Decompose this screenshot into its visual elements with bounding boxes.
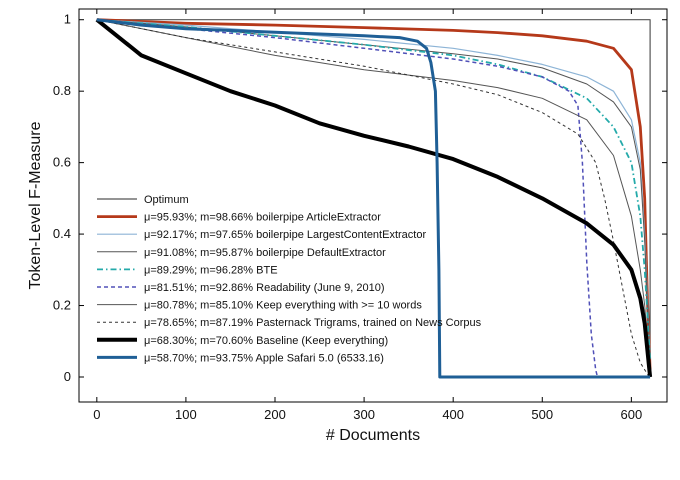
x-tick-label: 600: [621, 407, 643, 422]
legend-entry-1: μ=95.93%; m=98.66% boilerpipe ArticleExt…: [144, 212, 381, 224]
series-line-5: [96, 18, 599, 378]
legend-entry-0: Optimum: [144, 194, 189, 206]
legend-entry-4: μ=89.29%; m=96.28% BTE: [144, 264, 278, 276]
series-line-8: [95, 18, 653, 378]
series-lines: [95, 18, 653, 379]
legend-entry-2: μ=92.17%; m=97.65% boilerpipe LargestCon…: [144, 229, 426, 241]
series-line-0: [96, 19, 651, 377]
series-line-7: [96, 19, 650, 378]
y-tick-label: 0.6: [53, 155, 71, 170]
x-tick-label: 500: [531, 407, 553, 422]
y-tick-label: 0.8: [53, 83, 71, 98]
legend-entry-5: μ=81.51%; m=92.86% Readability (June 9, …: [144, 282, 385, 294]
legend-entry-6: μ=80.78%; m=85.10% Keep everything with …: [144, 300, 422, 312]
y-tick-label: 0: [64, 369, 71, 384]
plot-frame: [78, 8, 668, 403]
y-axis-label: Token-Level F-Measure: [27, 121, 44, 289]
series-line-9: [96, 18, 651, 379]
y-tick-label: 0.4: [53, 226, 71, 241]
legend-entry-3: μ=91.08%; m=95.87% boilerpipe DefaultExt…: [144, 247, 386, 259]
series-line-6: [96, 19, 651, 370]
x-tick-label: 400: [442, 407, 464, 422]
x-tick-label: 0: [93, 407, 100, 422]
x-tick-label: 300: [353, 407, 375, 422]
legend: Optimum μ=95.93%; m=98.66% boilerpipe Art…: [97, 194, 482, 364]
x-tick-label: 100: [175, 407, 197, 422]
series-line-1: [96, 18, 652, 370]
axis-ticks: [79, 9, 667, 402]
y-tick-label: 0.2: [53, 298, 71, 313]
x-axis-label: # Documents: [326, 427, 420, 444]
tick-labels: 0 100 200 300 400 500 600 0 0.2 0.4 0.6 0.8 1: [53, 12, 642, 422]
y-tick-label: 1: [64, 12, 71, 27]
legend-entry-7: μ=78.65%; m=87.19% Pasternack Trigrams, …: [144, 317, 482, 329]
legend-entry-8: μ=68.30%; m=70.60% Baseline (Keep everyt…: [144, 335, 388, 347]
legend-entry-9: μ=58.70%; m=93.75% Apple Safari 5.0 (653…: [144, 352, 384, 364]
x-tick-label: 200: [264, 407, 286, 422]
